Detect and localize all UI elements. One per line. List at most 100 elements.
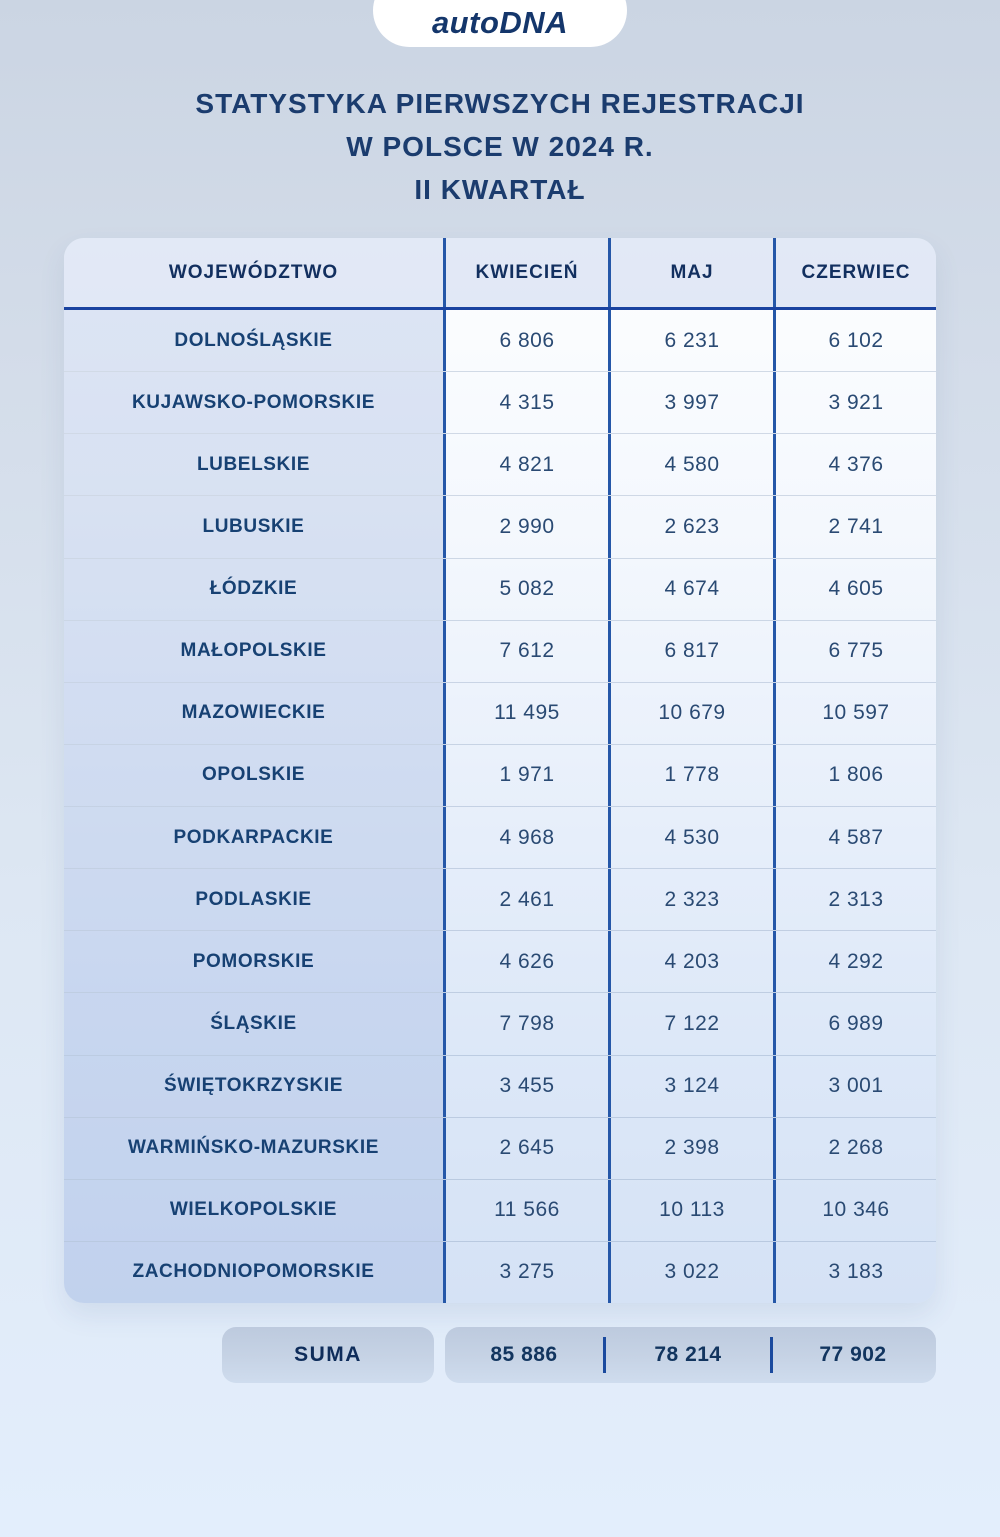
- value-cell: 3 921: [773, 372, 936, 434]
- value-cell: 4 530: [608, 807, 773, 869]
- title-line-3: II KWARTAŁ: [414, 174, 586, 205]
- logo-pill: autoDNA: [373, 0, 627, 47]
- table-row: ZACHODNIOPOMORSKIE 3 275 3 022 3 183: [64, 1241, 936, 1303]
- table-row: WIELKOPOLSKIE 11 566 10 113 10 346: [64, 1179, 936, 1242]
- value-cell: 2 268: [773, 1117, 936, 1179]
- value-cell: 2 323: [608, 869, 773, 931]
- voivodeship-name: OPOLSKIE: [64, 744, 443, 806]
- value-cell: 4 674: [608, 558, 773, 620]
- summary-label-box: SUMA: [222, 1327, 434, 1383]
- table-row: POMORSKIE 4 626 4 203 4 292: [64, 931, 936, 994]
- voivodeship-name: KUJAWSKO-POMORSKIE: [64, 372, 443, 434]
- autodna-logo: autoDNA: [431, 4, 569, 40]
- table-row: PODKARPACKIE 4 968 4 530 4 587: [64, 807, 936, 870]
- registrations-table: WOJEWÓDZTWO KWIECIEŃ MAJ CZERWIEC DOLNOŚ…: [64, 238, 936, 1303]
- table-row: MAŁOPOLSKIE 7 612 6 817 6 775: [64, 620, 936, 683]
- value-cell: 4 203: [608, 931, 773, 993]
- value-cell: 2 461: [443, 869, 608, 931]
- value-cell: 10 346: [773, 1179, 936, 1241]
- table-row: PODLASKIE 2 461 2 323 2 313: [64, 869, 936, 932]
- value-cell: 2 741: [773, 496, 936, 558]
- table-row: WARMIŃSKO-MAZURSKIE 2 645 2 398 2 268: [64, 1117, 936, 1180]
- value-cell: 1 778: [608, 744, 773, 806]
- value-cell: 4 580: [608, 434, 773, 496]
- summary-value: 78 214: [654, 1343, 722, 1366]
- value-cell: 10 113: [608, 1179, 773, 1241]
- value-cell: 10 597: [773, 682, 936, 744]
- voivodeship-name: MAŁOPOLSKIE: [64, 620, 443, 682]
- value-cell: 4 968: [443, 807, 608, 869]
- table-row: ŚLĄSKIE 7 798 7 122 6 989: [64, 993, 936, 1056]
- table-row: ŚWIĘTOKRZYSKIE 3 455 3 124 3 001: [64, 1055, 936, 1118]
- value-cell: 2 623: [608, 496, 773, 558]
- voivodeship-name: POMORSKIE: [64, 931, 443, 993]
- value-cell: 3 997: [608, 372, 773, 434]
- voivodeship-name: PODKARPACKIE: [64, 807, 443, 869]
- voivodeship-name: ŚWIĘTOKRZYSKIE: [64, 1055, 443, 1117]
- value-cell: 2 990: [443, 496, 608, 558]
- summary-value: 77 902: [819, 1343, 887, 1366]
- value-cell: 3 455: [443, 1055, 608, 1117]
- value-cell: 5 082: [443, 558, 608, 620]
- table-row: ŁÓDZKIE 5 082 4 674 4 605: [64, 558, 936, 621]
- header-wojewodztwo: WOJEWÓDZTWO: [168, 261, 339, 283]
- voivodeship-name: ZACHODNIOPOMORSKIE: [64, 1241, 443, 1303]
- title-line-2: W POLSCE W 2024 R.: [346, 131, 654, 162]
- voivodeship-name: MAZOWIECKIE: [64, 682, 443, 744]
- value-cell: 3 183: [773, 1241, 936, 1303]
- value-cell: 4 376: [773, 434, 936, 496]
- table-row: LUBUSKIE 2 990 2 623 2 741: [64, 496, 936, 559]
- voivodeship-name: LUBUSKIE: [64, 496, 443, 558]
- value-cell: 3 124: [608, 1055, 773, 1117]
- value-cell: 4 587: [773, 807, 936, 869]
- summary-value: 85 886: [490, 1343, 558, 1366]
- value-cell: 1 806: [773, 744, 936, 806]
- table-body: DOLNOŚLĄSKIE 6 806 6 231 6 102 KUJAWSKO-POMO…: [64, 310, 936, 1303]
- table-header-row: WOJEWÓDZTWO KWIECIEŃ MAJ CZERWIEC: [64, 238, 936, 310]
- value-cell: 6 806: [443, 310, 608, 372]
- voivodeship-name: ŁÓDZKIE: [64, 558, 443, 620]
- table-row: OPOLSKIE 1 971 1 778 1 806: [64, 744, 936, 807]
- summary-label: SUMA: [294, 1343, 362, 1366]
- header-kwiecien: KWIECIEŃ: [443, 238, 608, 307]
- value-cell: 6 102: [773, 310, 936, 372]
- value-cell: 6 817: [608, 620, 773, 682]
- value-cell: 11 566: [443, 1179, 608, 1241]
- value-cell: 11 495: [443, 682, 608, 744]
- value-cell: 1 971: [443, 744, 608, 806]
- summary-row: SUMA 85 886 78 214 77 902: [0, 1327, 1000, 1383]
- value-cell: 4 292: [773, 931, 936, 993]
- table-row: LUBELSKIE 4 821 4 580 4 376: [64, 434, 936, 497]
- value-cell: 4 821: [443, 434, 608, 496]
- value-cell: 4 315: [443, 372, 608, 434]
- summary-divider: [603, 1337, 606, 1373]
- voivodeship-name: LUBELSKIE: [64, 434, 443, 496]
- value-cell: 4 626: [443, 931, 608, 993]
- voivodeship-name: DOLNOŚLĄSKIE: [64, 310, 443, 372]
- header-maj: MAJ: [608, 238, 773, 307]
- value-cell: 2 313: [773, 869, 936, 931]
- summary-values-box: 85 886 78 214 77 902: [445, 1327, 936, 1383]
- value-cell: 6 989: [773, 993, 936, 1055]
- voivodeship-name: ŚLĄSKIE: [64, 993, 443, 1055]
- value-cell: 7 612: [443, 620, 608, 682]
- value-cell: 4 605: [773, 558, 936, 620]
- value-cell: 7 122: [608, 993, 773, 1055]
- value-cell: 2 398: [608, 1117, 773, 1179]
- value-cell: 6 231: [608, 310, 773, 372]
- value-cell: 3 275: [443, 1241, 608, 1303]
- value-cell: 7 798: [443, 993, 608, 1055]
- voivodeship-name: PODLASKIE: [64, 869, 443, 931]
- table-row: MAZOWIECKIE 11 495 10 679 10 597: [64, 682, 936, 745]
- value-cell: 10 679: [608, 682, 773, 744]
- value-cell: 6 775: [773, 620, 936, 682]
- table-row: KUJAWSKO-POMORSKIE 4 315 3 997 3 921: [64, 372, 936, 435]
- header-czerwiec: CZERWIEC: [773, 238, 936, 307]
- table-row: DOLNOŚLĄSKIE 6 806 6 231 6 102: [64, 310, 936, 373]
- value-cell: 2 645: [443, 1117, 608, 1179]
- title-line-1: STATYSTYKA PIERWSZYCH REJESTRACJI: [195, 88, 805, 119]
- value-cell: 3 001: [773, 1055, 936, 1117]
- page-title: STATYSTYKA PIERWSZYCH REJESTRACJI W POLS…: [0, 82, 1000, 211]
- value-cell: 3 022: [608, 1241, 773, 1303]
